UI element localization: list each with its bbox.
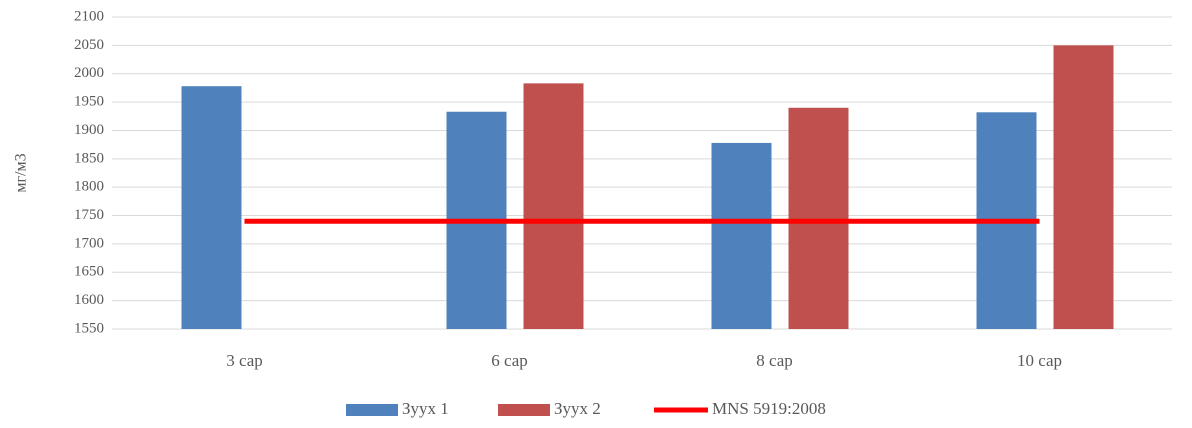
y-tick-label: 2000 xyxy=(74,65,104,81)
y-tick-label: 2100 xyxy=(74,8,104,24)
y-tick-label: 1850 xyxy=(74,150,104,166)
bar xyxy=(523,83,584,329)
y-tick-label: 1700 xyxy=(74,235,104,251)
y-tick-label: 1600 xyxy=(74,292,104,308)
x-tick-label: 3 сар xyxy=(226,351,263,370)
bar xyxy=(181,86,242,329)
legend-label: Зуух 2 xyxy=(554,399,601,418)
x-tick-label: 6 сар xyxy=(491,351,528,370)
legend-label: MNS 5919:2008 xyxy=(712,399,826,418)
legend-swatch xyxy=(498,404,550,416)
y-tick-label: 1750 xyxy=(74,207,104,223)
legend-label: Зуух 1 xyxy=(402,399,449,418)
bar xyxy=(788,107,849,329)
y-tick-label: 1650 xyxy=(74,264,104,280)
y-axis-label: мг/м3 xyxy=(13,153,30,192)
x-tick-label: 8 сар xyxy=(756,351,793,370)
y-tick-label: 2050 xyxy=(74,37,104,53)
y-tick-label: 1900 xyxy=(74,122,104,138)
x-tick-label: 10 сар xyxy=(1017,351,1062,370)
y-tick-label: 1950 xyxy=(74,94,104,110)
y-tick-label: 1800 xyxy=(74,179,104,195)
bar xyxy=(711,142,772,329)
legend-swatch xyxy=(346,404,398,416)
bar xyxy=(1053,45,1114,329)
y-tick-label: 1550 xyxy=(74,320,104,336)
